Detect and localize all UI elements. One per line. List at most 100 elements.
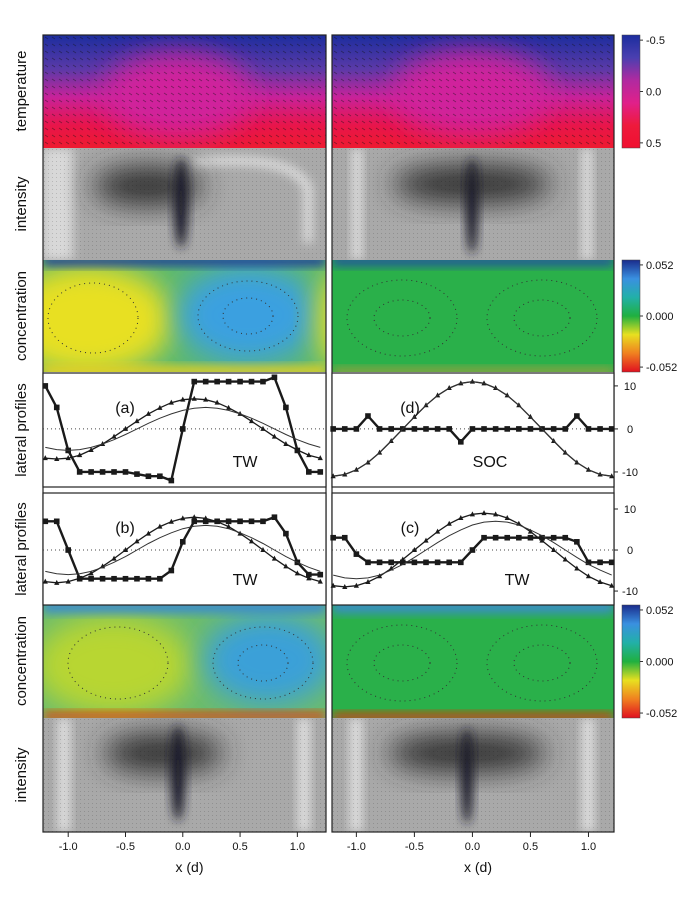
square-marker (271, 374, 278, 381)
square-marker (65, 547, 72, 553)
triangle-marker (539, 537, 545, 543)
x-tick-label: -1.0 (59, 841, 78, 853)
square-marker (458, 559, 464, 566)
profile-line (45, 406, 321, 451)
triangle-marker (157, 404, 163, 410)
triangle-marker (122, 547, 129, 553)
square-marker (446, 426, 453, 432)
temperature-map-left (43, 35, 326, 148)
intensity-map-left (43, 148, 326, 260)
triangle-marker (54, 579, 60, 585)
triangle-marker (88, 447, 94, 453)
square-marker (317, 571, 324, 578)
square-marker (99, 469, 106, 475)
annotation: TW (505, 572, 531, 589)
row-label: lateral profiles (13, 383, 30, 476)
square-marker (111, 575, 117, 582)
triangle-marker (191, 395, 197, 401)
x-tick-label: 0.0 (465, 841, 480, 853)
square-marker (504, 534, 511, 541)
concentration-map-left (43, 260, 326, 372)
square-marker (330, 534, 336, 541)
triangle-marker (551, 547, 557, 553)
triangle-marker (134, 418, 140, 424)
triangle-marker (203, 515, 209, 521)
colorbar-tick-label: 0.000 (646, 311, 674, 323)
profile-line (333, 381, 612, 477)
triangle-marker (260, 547, 266, 553)
square-marker (434, 559, 441, 566)
triangle-marker (306, 452, 312, 458)
row-label: lateral profiles (13, 502, 30, 595)
square-marker (248, 518, 255, 525)
square-marker (191, 378, 198, 385)
square-marker (516, 426, 522, 432)
square-marker (134, 575, 140, 582)
square-marker (365, 559, 371, 566)
row-label: concentration (13, 271, 30, 361)
triangle-marker (42, 455, 48, 461)
triangle-marker (574, 565, 580, 571)
triangle-marker (435, 528, 441, 534)
square-marker (76, 469, 83, 475)
square-marker (260, 378, 266, 385)
triangle-marker (65, 455, 71, 461)
x-axis-label: x (d) (464, 859, 492, 875)
triangle-marker (376, 573, 383, 579)
square-marker (492, 426, 499, 432)
square-marker (53, 404, 60, 411)
square-marker (597, 559, 603, 566)
x-tick-label: 0.5 (232, 841, 247, 853)
triangle-marker (306, 575, 312, 581)
square-marker (225, 518, 232, 525)
triangle-marker (77, 452, 83, 458)
x-tick-label: -0.5 (405, 841, 424, 853)
triangle-marker (458, 515, 464, 521)
triangle-marker (271, 433, 278, 439)
square-marker (585, 426, 592, 432)
square-marker (248, 378, 255, 385)
triangle-marker (597, 579, 603, 585)
square-marker (597, 426, 603, 432)
colorbar (621, 604, 641, 719)
triangle-marker (248, 538, 255, 544)
triangle-marker (168, 399, 174, 405)
intensity-map-left-lower (43, 718, 326, 832)
intensity-map-right-lower (332, 718, 614, 832)
square-marker (469, 547, 476, 553)
triangle-marker (180, 396, 186, 402)
x-tick-label: -1.0 (347, 841, 366, 853)
panel-label: (d) (400, 400, 420, 417)
concentration-map-right-lower (332, 605, 614, 718)
colorbar-tick-label: 0.000 (646, 657, 674, 669)
triangle-marker (562, 556, 568, 562)
square-marker (134, 471, 140, 477)
triangle-marker (191, 514, 197, 520)
square-marker (388, 559, 394, 566)
colorbar-tick-label: -0.5 (646, 35, 665, 47)
square-marker (585, 559, 592, 566)
triangle-marker (42, 578, 48, 584)
triangle-marker (294, 447, 300, 453)
triangle-marker (283, 563, 289, 569)
colorbar-tick-label: -0.052 (646, 708, 677, 720)
y-tick-label: -10 (622, 586, 638, 598)
x-tick-label: 0.5 (523, 841, 538, 853)
square-marker (88, 575, 94, 582)
triangle-marker (157, 523, 163, 529)
square-marker (122, 575, 129, 582)
triangle-marker (365, 579, 371, 585)
square-marker (469, 426, 476, 432)
concentration-map-left-lower (43, 605, 326, 718)
square-marker (423, 559, 429, 566)
square-marker (179, 426, 186, 432)
square-marker (99, 575, 106, 582)
triangle-marker (214, 399, 220, 405)
square-marker (145, 473, 152, 480)
square-marker (353, 551, 360, 557)
y-tick-label: 0 (627, 545, 633, 557)
profile-panel (42, 492, 327, 606)
colorbar-tick-label: 0.052 (646, 260, 674, 272)
triangle-marker (226, 523, 232, 529)
